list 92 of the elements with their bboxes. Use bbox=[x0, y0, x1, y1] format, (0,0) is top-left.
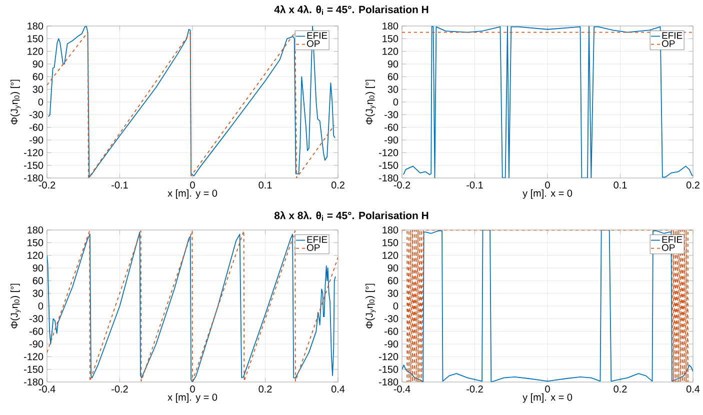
legend-label: OP bbox=[306, 244, 320, 251]
y-tick-label: -90 bbox=[30, 340, 44, 348]
y-tick-label: 150 bbox=[28, 35, 44, 42]
legend-label: OP bbox=[662, 40, 675, 47]
y-tick-label: 150 bbox=[382, 35, 398, 42]
legend-label: EFIE bbox=[307, 32, 328, 39]
y-tick-label: -180 bbox=[24, 378, 44, 386]
x-tick-label: -0.1 bbox=[112, 182, 128, 189]
x-tick-label: 0.2 bbox=[614, 386, 627, 393]
y-axis-title: Φ(J$_{y}$η$_{0}$) [°] bbox=[10, 80, 21, 124]
y-tick-label: 0 bbox=[38, 302, 44, 310]
chart-title: 4λ x 4λ. θ$_{i}$ = 45°. Polarisation H bbox=[274, 5, 428, 15]
y-tick-label: -150 bbox=[378, 162, 398, 169]
x-tick-label: 0.2 bbox=[686, 182, 700, 189]
y-tick-label: -120 bbox=[24, 353, 44, 360]
y-axis-title: Φ(J$_{y}$η$_{0}$) [°] bbox=[366, 284, 376, 328]
y-tick-label: 60 bbox=[388, 73, 398, 80]
x-axis-title: y [m]. x = 0 bbox=[522, 189, 572, 199]
y-tick-label: 0 bbox=[393, 302, 398, 310]
y-tick-label: -60 bbox=[384, 328, 398, 335]
y-tick-label: 120 bbox=[28, 252, 44, 259]
x-tick-label: -0.2 bbox=[112, 386, 128, 393]
y-tick-label: -60 bbox=[30, 328, 44, 335]
y-tick-label: 30 bbox=[388, 290, 398, 297]
y-tick-label: -90 bbox=[384, 136, 398, 144]
y-tick-label: -120 bbox=[378, 353, 398, 360]
x-tick-label: -0.2 bbox=[394, 182, 410, 189]
y-axis-title: Φ(J$_{y}$η$_{0}$) [°] bbox=[10, 284, 21, 328]
x-tick-label: 0.2 bbox=[258, 386, 272, 393]
y-tick-label: 180 bbox=[382, 22, 398, 30]
x-tick-label: 0.1 bbox=[258, 182, 272, 189]
y-tick-label: 0 bbox=[393, 98, 398, 106]
x-tick-label: -0.4 bbox=[38, 386, 56, 393]
y-tick-label: 30 bbox=[388, 86, 398, 93]
y-tick-label: -90 bbox=[384, 340, 398, 348]
y-tick-label: 150 bbox=[28, 239, 44, 246]
y-tick-label: 30 bbox=[32, 290, 44, 297]
y-tick-label: 30 bbox=[32, 86, 44, 93]
y-tick-label: 180 bbox=[28, 226, 44, 234]
y-tick-label: -30 bbox=[384, 315, 398, 322]
y-tick-label: -150 bbox=[24, 162, 44, 169]
x-axis-title: x [m]. y = 0 bbox=[168, 393, 218, 403]
legend-label: EFIE bbox=[307, 236, 328, 243]
y-tick-label: -90 bbox=[30, 136, 44, 144]
legend-label: OP bbox=[306, 40, 320, 47]
y-tick-label: 90 bbox=[32, 264, 44, 272]
y-tick-label: 60 bbox=[388, 277, 398, 284]
y-axis-title: Φ(J$_{y}$η$_{0}$) [°] bbox=[366, 80, 376, 124]
y-tick-label: -120 bbox=[24, 149, 44, 156]
x-tick-label: -0.4 bbox=[394, 386, 410, 393]
y-tick-label: -150 bbox=[378, 366, 398, 373]
y-tick-label: -180 bbox=[24, 174, 44, 182]
line-series bbox=[403, 26, 693, 178]
y-tick-label: -180 bbox=[378, 378, 398, 386]
x-tick-label: 0 bbox=[545, 182, 550, 189]
x-tick-label: 0.1 bbox=[614, 182, 627, 189]
y-tick-label: 60 bbox=[32, 73, 44, 80]
y-tick-label: 90 bbox=[388, 264, 398, 272]
y-tick-label: 90 bbox=[388, 60, 398, 68]
x-tick-label: 0.4 bbox=[686, 386, 700, 393]
x-tick-label: 0.4 bbox=[331, 386, 345, 393]
y-tick-label: 120 bbox=[382, 252, 398, 259]
x-tick-label: 0.2 bbox=[331, 182, 344, 189]
y-tick-label: -30 bbox=[384, 111, 398, 118]
y-tick-label: 120 bbox=[28, 48, 44, 55]
y-tick-label: 60 bbox=[32, 277, 44, 284]
y-tick-label: 180 bbox=[382, 226, 398, 234]
y-tick-label: -30 bbox=[30, 111, 44, 118]
x-axis-title: x [m]. y = 0 bbox=[168, 189, 218, 199]
y-tick-label: -150 bbox=[24, 366, 44, 373]
y-tick-label: -120 bbox=[378, 149, 398, 156]
x-tick-label: -0.2 bbox=[466, 386, 483, 393]
y-tick-label: 90 bbox=[32, 60, 44, 68]
y-tick-label: 0 bbox=[38, 98, 44, 106]
x-tick-label: 0 bbox=[190, 182, 195, 189]
y-tick-label: -60 bbox=[30, 124, 44, 131]
y-tick-label: -180 bbox=[378, 174, 398, 182]
x-tick-label: -0.2 bbox=[38, 182, 56, 189]
x-axis-title: y [m]. x = 0 bbox=[522, 393, 572, 403]
legend-label: EFIE bbox=[662, 236, 682, 243]
y-tick-label: -60 bbox=[384, 124, 398, 131]
y-tick-label: -30 bbox=[30, 315, 44, 322]
line-series bbox=[402, 230, 694, 382]
x-tick-label: 0 bbox=[190, 386, 195, 393]
x-tick-label: -0.1 bbox=[466, 182, 483, 189]
chart-title: 8λ x 8λ. θ$_{i}$ = 45°. Polarisation H bbox=[274, 211, 428, 221]
x-tick-label: 0 bbox=[545, 386, 550, 393]
y-tick-label: 180 bbox=[28, 22, 44, 30]
y-tick-label: 150 bbox=[382, 239, 398, 246]
y-tick-label: 120 bbox=[382, 48, 398, 55]
legend-label: EFIE bbox=[662, 32, 682, 39]
legend-label: OP bbox=[662, 244, 675, 251]
